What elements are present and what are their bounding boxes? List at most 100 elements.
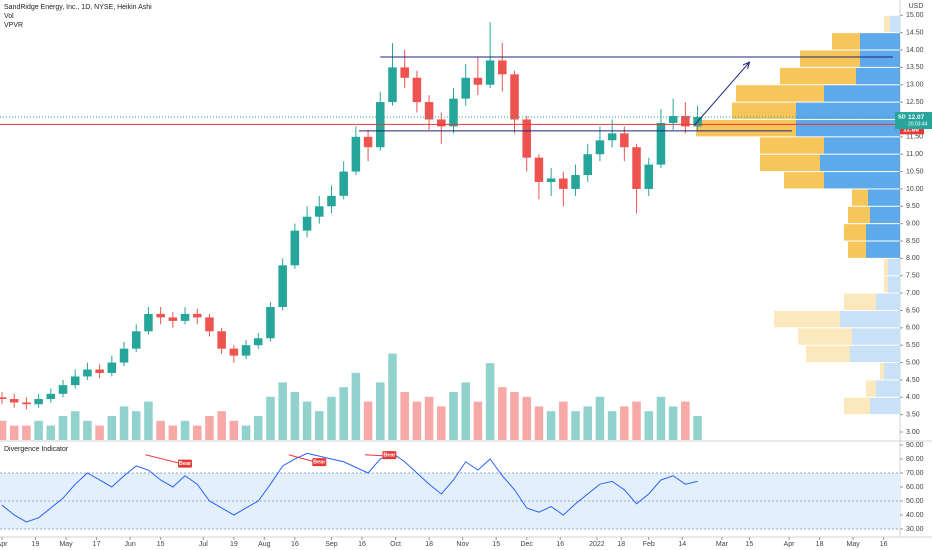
divergence-label: Bear <box>383 453 396 459</box>
profile-up <box>796 102 900 119</box>
candle-body <box>424 102 434 120</box>
volume-bar <box>205 416 214 440</box>
candle-body <box>571 175 580 189</box>
candle-body <box>180 313 190 321</box>
volume-bar <box>351 372 361 440</box>
x-tick-label: 18 <box>617 541 625 548</box>
candle-body <box>485 60 495 85</box>
volume-bar <box>70 411 80 440</box>
y-tick-label: 13.00 <box>906 82 924 89</box>
candle-body <box>119 348 129 363</box>
profile-down <box>832 33 860 50</box>
y-tick-label: 9.00 <box>906 220 920 227</box>
profile-up <box>870 397 900 415</box>
profile-down <box>800 50 860 67</box>
candle-body <box>546 178 556 182</box>
candle-body <box>217 331 226 349</box>
candle-body <box>510 74 519 120</box>
volume-bar <box>449 392 458 440</box>
profile-down <box>884 258 888 276</box>
y-tick-label: 3.50 <box>906 411 920 418</box>
candle-body <box>400 67 409 78</box>
candle-body <box>95 369 104 373</box>
y-tick-label: 8.00 <box>906 255 920 262</box>
volume-bar <box>400 392 409 440</box>
volume-bar <box>681 401 690 440</box>
volume-bar <box>9 425 19 440</box>
trend-arrow <box>694 61 750 126</box>
candle-body <box>559 178 568 189</box>
candle-body <box>327 195 336 207</box>
y-tick-label: 12.50 <box>906 99 924 106</box>
profile-up <box>888 276 900 293</box>
y-tick-label: 6.50 <box>906 307 920 314</box>
profile-down <box>798 328 852 345</box>
volume-bar <box>278 382 287 440</box>
profile-down <box>760 137 824 154</box>
candle-body <box>58 385 68 394</box>
candle-body <box>70 376 80 386</box>
profile-down <box>696 119 796 137</box>
indicator-label: VPVR <box>4 22 23 29</box>
profile-down <box>760 154 820 172</box>
x-tick-label: 15 <box>492 541 500 548</box>
profile-down <box>784 172 824 189</box>
profile-down <box>880 363 884 380</box>
candle-body <box>22 402 31 405</box>
currency: USD <box>909 3 924 10</box>
candle-body <box>241 345 251 356</box>
profile-up <box>890 15 900 33</box>
profile-up <box>884 363 900 380</box>
x-tick-label: Nov <box>456 541 469 548</box>
volume-bar <box>0 420 7 440</box>
last-price: 12.07 <box>908 114 925 121</box>
profile-up <box>866 241 900 258</box>
y-tick-label: 50.00 <box>906 498 924 505</box>
profile-down <box>736 85 824 102</box>
x-tick-label: 2022 <box>589 541 605 548</box>
x-tick-label: 15 <box>157 541 165 548</box>
x-tick-label: Jun <box>124 541 135 548</box>
volume-bar <box>571 411 580 440</box>
candle-body <box>278 265 287 307</box>
divergence-tag <box>382 451 397 460</box>
price-label: 11.86 <box>903 127 919 134</box>
x-tick-label: 16 <box>880 541 888 548</box>
volume-bar <box>363 401 373 440</box>
x-tick-label: Aug <box>258 541 271 548</box>
volume-bar <box>46 425 56 440</box>
divergence-tag <box>312 458 327 467</box>
profile-down <box>848 241 866 258</box>
profile-down <box>884 276 888 293</box>
volume-bar <box>595 396 605 440</box>
oscillator-line <box>1 452 698 523</box>
candle-body <box>0 397 7 400</box>
profile-down <box>806 345 850 363</box>
volume-bar <box>241 425 251 440</box>
y-tick-label: 7.50 <box>906 273 920 280</box>
x-tick-label: Dec <box>520 541 533 548</box>
arrow-head <box>742 61 751 70</box>
candle-body <box>461 77 470 99</box>
profile-down <box>844 293 876 310</box>
y-tick-label: 10.00 <box>906 186 924 193</box>
x-tick-label: 19 <box>230 541 238 548</box>
divergence-label: Bear <box>179 461 192 467</box>
profile-up <box>820 154 900 172</box>
volume-bar <box>485 363 495 440</box>
volume-bar <box>473 401 483 440</box>
candle-body <box>131 331 141 349</box>
profile-up <box>868 189 900 206</box>
volume-bar <box>656 396 666 440</box>
profile-up <box>860 50 900 67</box>
volume-bar <box>644 411 654 440</box>
candle-body <box>156 313 165 318</box>
candle-body <box>644 164 654 189</box>
volume-bar <box>58 416 68 440</box>
candle-body <box>339 171 348 196</box>
profile-down <box>852 189 868 206</box>
volume-bar <box>119 406 129 440</box>
volume-bar <box>83 420 92 440</box>
candle-body <box>681 115 690 127</box>
x-tick-label: 18 <box>816 541 824 548</box>
